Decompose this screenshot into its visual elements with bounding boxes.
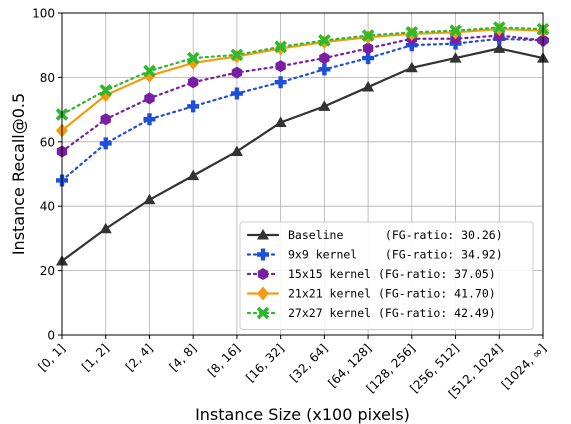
y-tick-label: 20 (40, 264, 55, 278)
legend: Baseline (FG-ratio: 30.26) 9x9 kernel (FG… (239, 221, 534, 330)
y-axis-title: Instance Recall@0.5 (9, 93, 28, 255)
data-point (186, 51, 200, 65)
x-tick-label: [16, 32] (243, 341, 287, 385)
data-point (362, 81, 375, 92)
data-point (99, 137, 112, 150)
y-tick-label: 100 (32, 7, 55, 21)
data-point (230, 145, 243, 156)
x-tick-label: [32, 64] (287, 341, 331, 385)
data-point (231, 66, 243, 79)
data-point (361, 29, 375, 42)
x-tick-label: [8, 16] (205, 341, 243, 379)
series-3 (56, 22, 549, 138)
data-point (275, 60, 286, 73)
legend-label: 15x15 kernel (FG-ratio: 37.05) (288, 267, 496, 281)
y-tick-label: 80 (40, 71, 55, 85)
data-point (274, 76, 287, 89)
data-point (144, 92, 155, 105)
data-point (405, 26, 419, 39)
y-tick-label: 60 (40, 135, 55, 149)
data-point (405, 39, 418, 52)
legend-marker (257, 268, 269, 280)
data-point (362, 42, 374, 55)
data-point (449, 52, 462, 63)
data-point (187, 76, 199, 89)
x-tick-label: [0, 1] (35, 341, 68, 374)
x-tick-label: [1, 2] (79, 341, 112, 374)
legend-marker (256, 306, 270, 320)
data-point (99, 222, 112, 234)
series-line (60, 47, 545, 263)
series-line (60, 27, 545, 132)
legend-marker (257, 229, 269, 240)
data-point (99, 84, 112, 97)
legend-item: 9x9 kernel (FG-ratio: 34.92) (246, 248, 503, 262)
legend-marker (257, 248, 269, 261)
series-line (60, 37, 545, 182)
series-layer (55, 21, 550, 266)
x-axis-title: Instance Size (x100 pixels) (195, 405, 410, 424)
data-point (274, 116, 287, 127)
series-line (60, 26, 545, 116)
series-4 (55, 21, 550, 121)
legend-label: Baseline (FG-ratio: 30.26) (288, 228, 503, 242)
y-axis: 0 20 40 60 80 100 (32, 7, 62, 343)
data-point (230, 48, 244, 62)
legend-item: Baseline (FG-ratio: 30.26) (246, 228, 503, 242)
data-point (274, 40, 287, 54)
data-point (187, 100, 200, 113)
data-point (187, 169, 200, 181)
data-point (318, 63, 331, 76)
series-line (60, 34, 545, 153)
legend-item: 15x15 kernel (FG-ratio: 37.05) (246, 267, 496, 281)
data-point (230, 87, 243, 100)
data-point (493, 42, 506, 53)
legend-label: 21x21 kernel (FG-ratio: 41.70) (288, 287, 496, 301)
series-2 (56, 29, 549, 158)
x-tick-label: [4, 8] (167, 341, 200, 374)
data-point (449, 24, 462, 37)
legend-box (239, 221, 534, 330)
data-point (143, 193, 156, 205)
data-point (493, 21, 506, 34)
x-tick-label: [1024, ∞] (499, 341, 550, 392)
data-point (143, 113, 156, 126)
data-point (143, 64, 156, 78)
y-tick-label: 40 (40, 200, 55, 214)
data-point (100, 113, 111, 126)
data-point (318, 100, 331, 111)
y-tick-label: 0 (47, 329, 55, 343)
data-point (362, 52, 375, 65)
legend-item: 21x21 kernel (FG-ratio: 41.70) (246, 286, 496, 301)
data-point (405, 61, 418, 73)
x-axis: [0, 1] [1, 2] [2, 4] [4, 8] [8, 16] [16, 32][… (35, 335, 549, 401)
data-point (318, 34, 331, 47)
legend-item: 27x27 kernel (FG-ratio: 42.49) (246, 306, 496, 320)
series-1 (56, 32, 549, 187)
legend-label: 27x27 kernel (FG-ratio: 42.49) (288, 306, 496, 320)
data-point (319, 52, 330, 65)
legend-label: 9x9 kernel (FG-ratio: 34.92) (288, 248, 503, 262)
plot-frame (61, 12, 544, 336)
x-tick-label: [2, 4] (123, 341, 156, 374)
legend-marker (257, 286, 269, 301)
